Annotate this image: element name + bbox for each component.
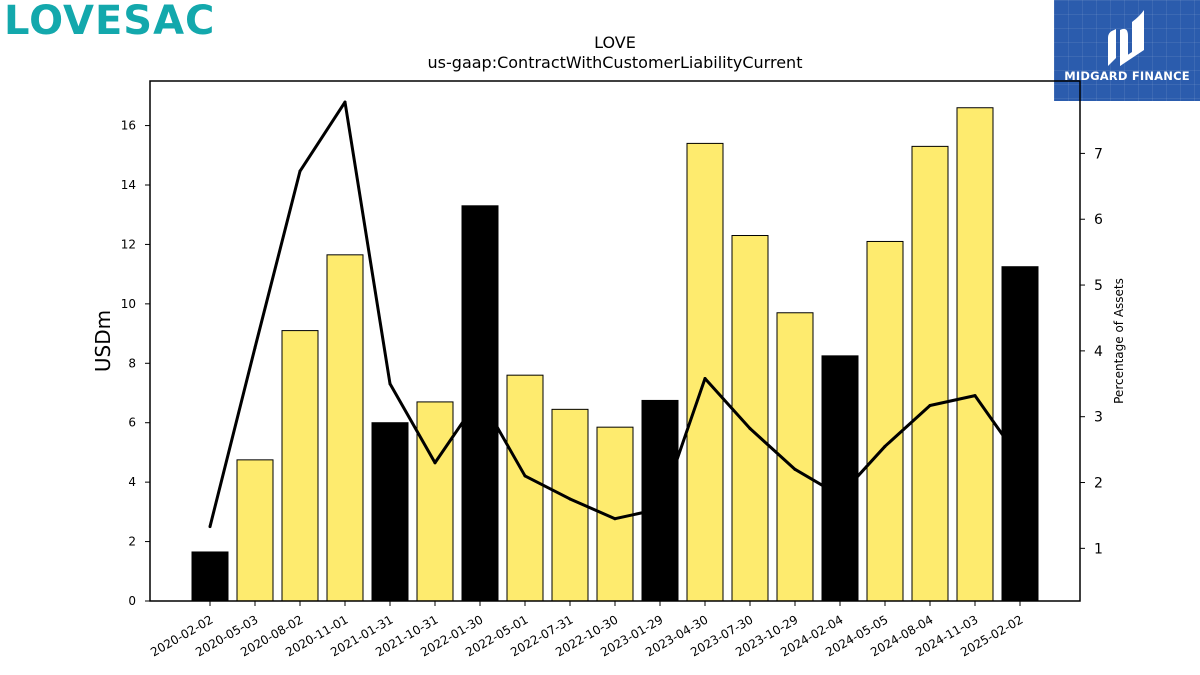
line-point-2022-05-01 [523,474,527,478]
y-tick-label: 8 [128,356,136,370]
line-point-2023-07-30 [748,427,752,431]
y2-tick-label: 6 [1094,212,1103,228]
line-point-2020-02-02 [208,525,212,529]
y-tick-label: 14 [121,178,136,192]
bar-2020-05-03 [236,459,274,602]
line-point-2020-11-01 [343,100,347,104]
y2-tick-label: 5 [1094,278,1103,294]
bar-2021-01-31 [371,422,409,602]
y2-tick-label: 2 [1094,476,1103,492]
chart-subtitle: us-gaap:ContractWithCustomerLiabilityCur… [428,53,803,72]
bar-2024-11-03 [956,107,994,602]
line-point-2023-10-29 [793,467,797,471]
y2-tick-label: 7 [1094,146,1103,162]
bar-2024-05-05 [866,240,904,602]
y2-tick-label: 4 [1094,344,1103,360]
y-tick-label: 0 [128,594,136,608]
midgard-finance-badge: MIDGARD FINANCE [1054,0,1200,101]
y2-tick-label: 1 [1094,541,1103,557]
bar-2022-01-30 [461,205,499,602]
line-point-2024-11-03 [973,394,977,398]
y-tick-label: 4 [128,475,136,489]
midgard-logo-icon [1108,10,1144,66]
bar-2020-08-02 [281,330,319,602]
y2-tick-label: 3 [1094,410,1103,426]
line-point-2023-01-29 [658,507,662,511]
line-point-2020-08-02 [298,169,302,173]
y-tick-label: 2 [128,535,136,549]
line-point-2022-10-30 [613,517,617,521]
bar-2023-04-30 [686,142,724,602]
y-tick-label: 16 [121,119,136,133]
line-point-2022-01-30 [478,395,482,399]
line-point-2024-08-04 [928,404,932,408]
line-point-2024-05-05 [883,444,887,448]
chart-title: LOVE [594,33,636,52]
bar-2024-08-04 [911,145,949,602]
line-point-2021-10-31 [433,461,437,465]
bar-2024-02-04 [821,355,859,602]
y-axis-label: USDm [91,310,115,372]
y-tick-label: 6 [128,416,136,430]
line-point-2023-04-30 [703,377,707,381]
bar-2021-10-31 [416,401,454,602]
line-point-2020-05-03 [253,346,257,350]
bar-2025-02-02 [1001,266,1039,602]
line-point-2021-01-31 [388,382,392,386]
y2-axis-label: Percentage of Assets [1112,278,1126,404]
line-point-2022-07-31 [568,497,572,501]
bar-2020-11-01 [326,254,364,602]
y-tick-label: 10 [121,297,136,311]
line-point-2025-02-02 [1018,457,1022,461]
bar-2022-05-01 [506,374,544,602]
bar-2020-02-02 [191,551,229,602]
bar-2023-07-30 [731,235,769,602]
lovesac-logo: LOVESAC [4,0,216,44]
bar-2023-01-29 [641,399,679,602]
y-tick-label: 12 [121,237,136,251]
line-point-2024-02-04 [838,494,842,498]
badge-label: MIDGARD FINANCE [1064,69,1190,83]
